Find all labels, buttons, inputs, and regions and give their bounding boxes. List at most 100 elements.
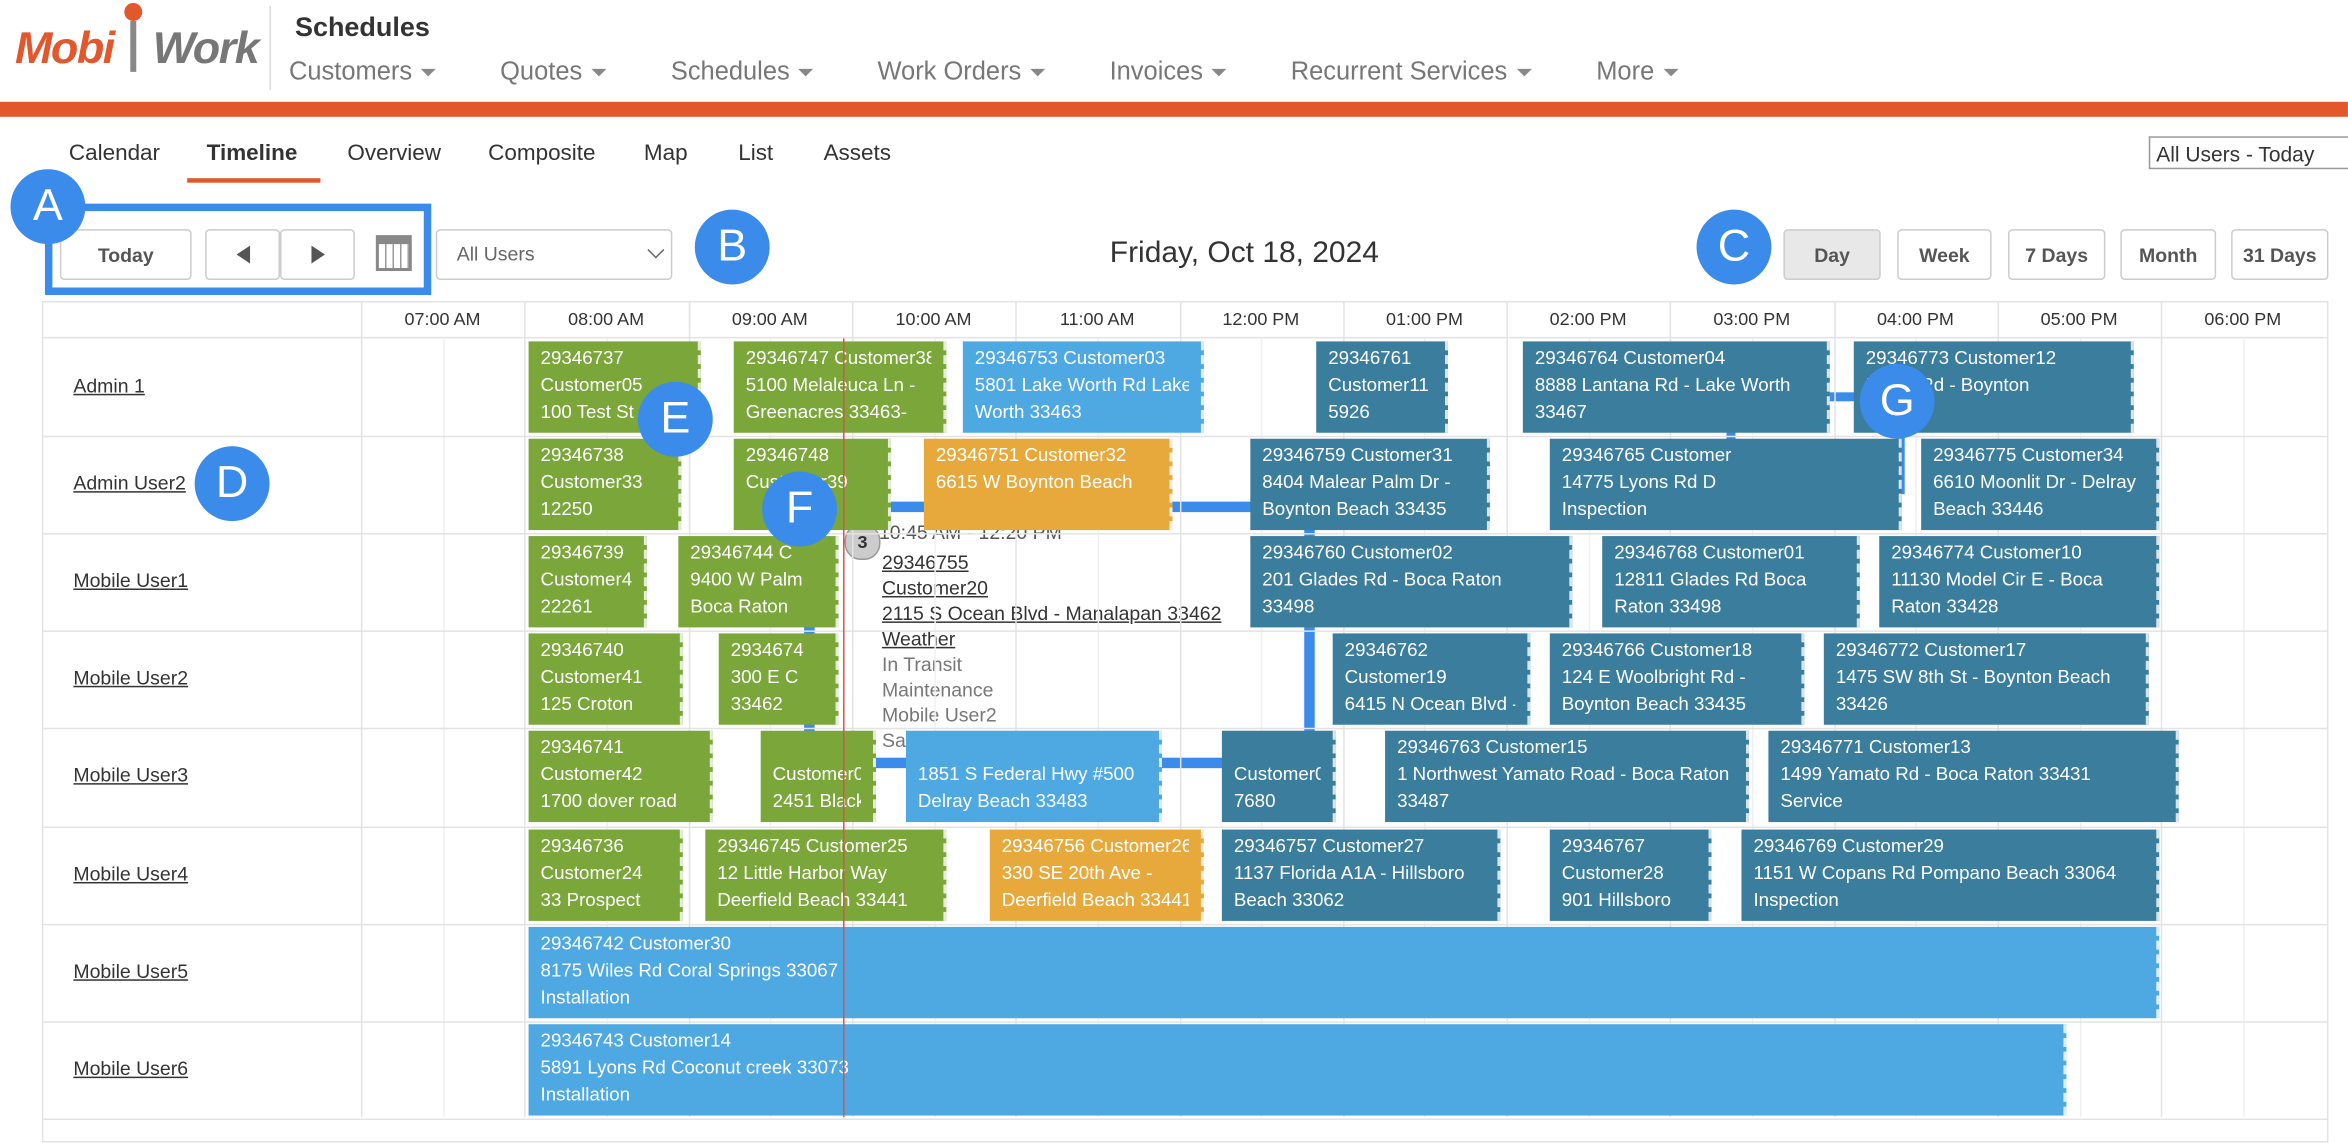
- block-text: Customer19: [1344, 666, 1447, 688]
- work-order-block[interactable]: 29346760 Customer02 201 Glades Rd - Boca …: [1250, 536, 1573, 628]
- block-text: Customer28: [1561, 861, 1664, 883]
- work-order-block[interactable]: 29346763 Customer15 1 Northwest Yamato Ro…: [1385, 731, 1749, 823]
- user-select[interactable]: All Users: [435, 229, 673, 281]
- next-button[interactable]: [280, 229, 355, 281]
- user-name[interactable]: Mobile User5: [73, 959, 189, 982]
- block-text: Beach 33446: [1933, 498, 2044, 520]
- work-order-block[interactable]: 2934674 300 E C 33462: [718, 633, 839, 726]
- tooltip-link[interactable]: 2115 S Ocean Blvd - Manalapan 33462: [881, 601, 1222, 625]
- block-text: 5100 Melaleuca Ln -: [745, 374, 916, 396]
- tab[interactable]: Overview: [347, 140, 442, 167]
- block-text: Customer0: [772, 764, 862, 786]
- half-hour-line: [606, 338, 608, 1118]
- work-order-block[interactable]: 29346769 Customer29 1151 W Copans Rd Pomp…: [1741, 828, 2160, 921]
- block-text: 33 Prospect: [540, 888, 641, 910]
- nav-item[interactable]: Quotes: [500, 57, 606, 87]
- work-order-block[interactable]: 29346759 Customer31 8404 Malear Palm Dr -…: [1250, 438, 1490, 531]
- hour-label: 10:00 AM: [895, 308, 972, 330]
- hour-label: 03:00 PM: [1713, 308, 1791, 330]
- logo[interactable]: Mobi Work: [15, 2, 260, 75]
- work-order-block[interactable]: 29346761 Customer11 5926: [1316, 341, 1448, 433]
- block-text: Customer0: [1233, 764, 1321, 786]
- user-name[interactable]: Admin User2: [73, 471, 186, 495]
- calendar-icon[interactable]: [375, 235, 412, 272]
- user-name[interactable]: Mobile User2: [73, 666, 189, 690]
- view-button[interactable]: Week: [1897, 229, 1992, 281]
- block-text: 125 Croton: [540, 693, 634, 715]
- block-text: 29346768 Customer01: [1614, 542, 1805, 564]
- work-order-block[interactable]: 29346762 Customer19 6415 N Ocean Blvd -: [1332, 633, 1531, 726]
- user-name[interactable]: Mobile User3: [73, 764, 189, 787]
- nav-item[interactable]: Schedules: [671, 57, 814, 87]
- work-order-block[interactable]: Customer0 2451 Black: [760, 731, 876, 823]
- work-order-block[interactable]: 29346742 Customer30 8175 Wiles Rd Coral S…: [528, 926, 2160, 1018]
- user-name[interactable]: Mobile User1: [73, 569, 189, 592]
- work-order-block[interactable]: Customer0 7680: [1221, 731, 1336, 823]
- work-order-block[interactable]: 1851 S Federal Hwy #500 Delray Beach 3348…: [905, 731, 1162, 823]
- annotation-badge: C: [1696, 209, 1772, 285]
- today-button[interactable]: Today: [59, 229, 192, 281]
- tooltip-link[interactable]: 29346755: [881, 551, 969, 574]
- view-button[interactable]: Day: [1783, 229, 1881, 281]
- nav-item[interactable]: More: [1596, 57, 1678, 87]
- block-text: 29346736: [540, 834, 624, 856]
- block-text: 8175 Wiles Rd Coral Springs 33067: [540, 959, 839, 981]
- nav-item[interactable]: Work Orders: [877, 57, 1045, 87]
- work-order-block[interactable]: 29346765 Customer 14775 Lyons Rd D Inspect…: [1549, 438, 1902, 531]
- hour-line: [851, 300, 854, 1118]
- work-order-block[interactable]: 29346736 Customer24 33 Prospect: [528, 828, 683, 921]
- tab[interactable]: Timeline: [206, 140, 298, 167]
- user-filter[interactable]: All Users - Today: [2148, 136, 2348, 170]
- view-button[interactable]: 7 Days: [2008, 229, 2106, 281]
- work-order-block[interactable]: 29346775 Customer34 6610 Moonlit Dr - Del…: [1921, 438, 2160, 531]
- work-order-block[interactable]: 29346767 Customer28 901 Hillsboro: [1549, 828, 1712, 921]
- nav-item[interactable]: Customers: [289, 57, 436, 87]
- page-title: Schedules: [294, 11, 430, 42]
- block-text: Customer24: [540, 861, 643, 883]
- work-order-block[interactable]: 29346741 Customer42 1700 dover road: [528, 731, 713, 823]
- block-text: Greenacres 33463-: [745, 401, 907, 423]
- work-order-block[interactable]: 29346764 Customer04 8888 Lantana Rd - Lak…: [1522, 341, 1830, 433]
- tab[interactable]: Assets: [823, 140, 891, 167]
- block-text: 33498: [1262, 596, 1315, 618]
- block-text: Customer40: [540, 569, 632, 591]
- user-name[interactable]: Mobile User6: [73, 1056, 189, 1080]
- prev-button[interactable]: [205, 229, 281, 281]
- row-line: [41, 825, 2329, 828]
- user-name[interactable]: Admin 1: [73, 374, 145, 397]
- nav-item[interactable]: Invoices: [1110, 57, 1227, 87]
- work-order-block[interactable]: 29346747 Customer38 5100 Melaleuca Ln - Gr…: [733, 341, 947, 433]
- work-order-block[interactable]: 29346739 Customer40 22261: [528, 536, 647, 628]
- work-order-block[interactable]: 29346766 Customer18 124 E Woolbright Rd -…: [1549, 633, 1805, 726]
- work-order-block[interactable]: 29346743 Customer14 5891 Lyons Rd Coconut…: [528, 1023, 2067, 1116]
- block-text: 1851 S Federal Hwy #500: [917, 764, 1135, 786]
- work-order-block[interactable]: 29346751 Customer32 6615 W Boynton Beach: [923, 438, 1173, 531]
- block-text: 8404 Malear Palm Dr -: [1262, 471, 1451, 493]
- tab[interactable]: List: [738, 140, 774, 167]
- tooltip-link[interactable]: Customer20: [882, 575, 1304, 600]
- work-order-block[interactable]: 29346738 Customer33 12250: [528, 438, 682, 531]
- work-order-block[interactable]: 29346757 Customer27 1137 Florida A1A - Hi…: [1221, 828, 1501, 921]
- tab[interactable]: Composite: [488, 140, 596, 167]
- block-text: 33462: [730, 693, 783, 715]
- work-order-block[interactable]: 29346745 Customer25 12 Little Harbor Way D…: [705, 828, 947, 921]
- user-name[interactable]: Mobile User4: [73, 861, 189, 885]
- view-button[interactable]: 31 Days: [2231, 229, 2329, 281]
- work-order-block[interactable]: 29346753 Customer03 5801 Lake Worth Rd La…: [962, 341, 1204, 433]
- tab[interactable]: Map: [643, 140, 688, 167]
- tab[interactable]: Calendar: [68, 140, 161, 167]
- block-text: 14775 Lyons Rd D: [1561, 471, 1717, 493]
- view-button[interactable]: Month: [2120, 229, 2217, 281]
- block-text: 29346762: [1344, 639, 1428, 661]
- work-order-block[interactable]: 29346772 Customer17 1475 SW 8th St - Boyn…: [1823, 633, 2149, 726]
- tooltip-link[interactable]: Weather: [881, 627, 956, 650]
- annotation-badge: B: [694, 209, 770, 285]
- work-order-block[interactable]: 29346771 Customer13 1499 Yamato Rd - Boca…: [1768, 731, 2179, 823]
- work-order-block[interactable]: 29346740 Customer41 125 Croton: [528, 633, 683, 726]
- nav-item[interactable]: Recurrent Services: [1291, 57, 1531, 87]
- work-order-block[interactable]: 29346744 C 9400 W Palm Boca Raton: [678, 536, 839, 628]
- work-order-block[interactable]: 29346768 Customer01 12811 Glades Rd Boca R…: [1602, 536, 1860, 628]
- work-order-block[interactable]: 29346774 Customer10 11130 Model Cir E - B…: [1879, 536, 2160, 628]
- work-order-block[interactable]: 29346756 Customer26 330 SE 20th Ave - Deer…: [989, 828, 1204, 921]
